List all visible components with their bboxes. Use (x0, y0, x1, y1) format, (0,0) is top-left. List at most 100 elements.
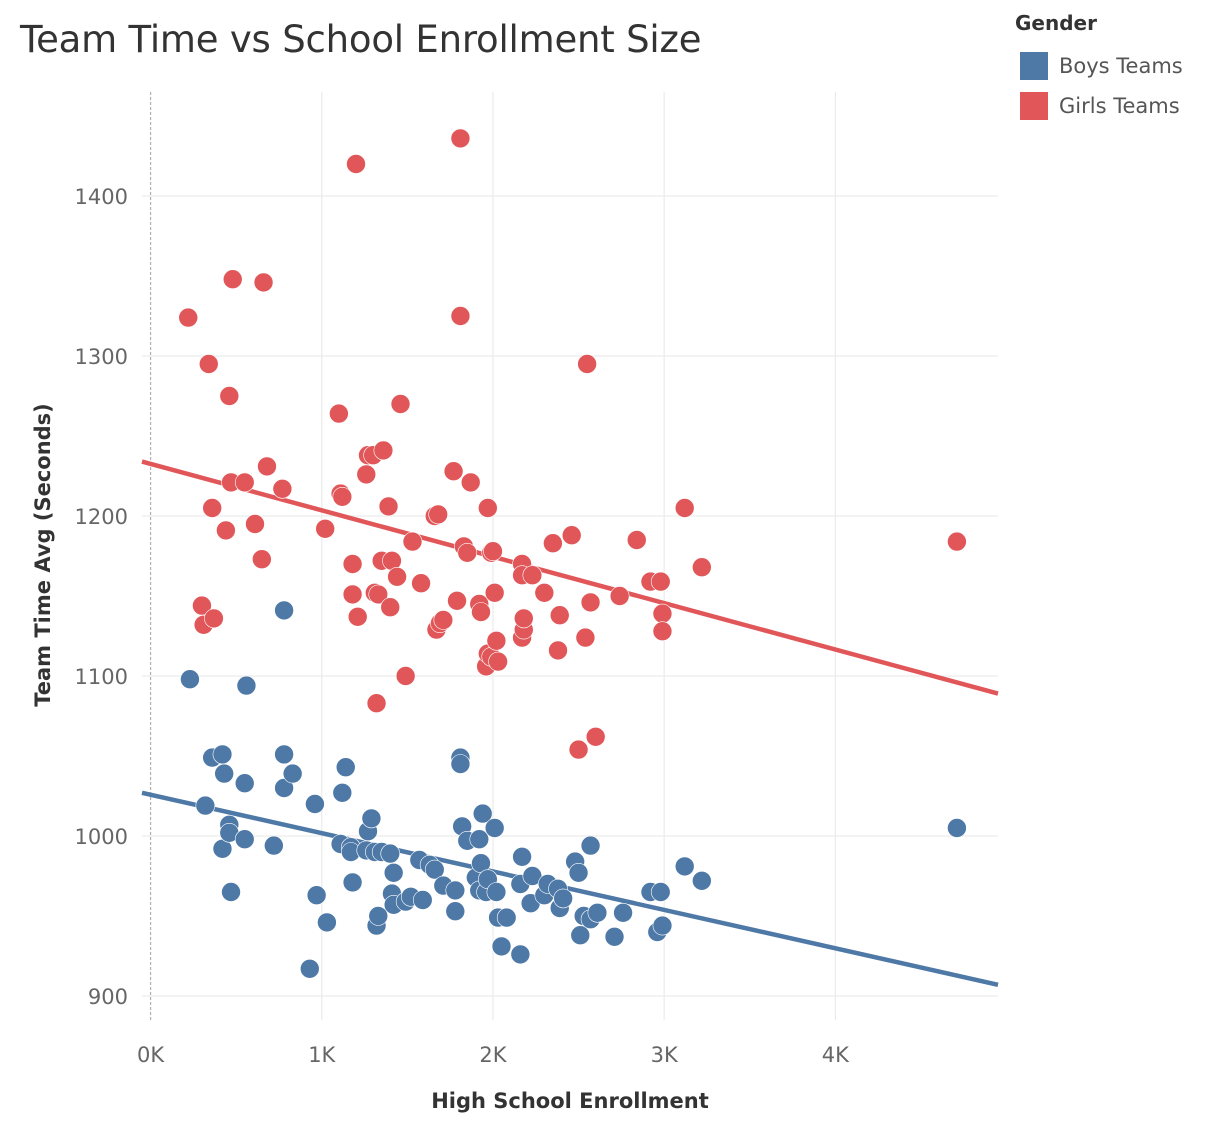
data-point-girls[interactable] (549, 605, 570, 626)
data-point-boys[interactable] (469, 829, 490, 850)
data-point-girls[interactable] (368, 584, 389, 605)
data-point-girls[interactable] (443, 461, 464, 482)
data-point-girls[interactable] (471, 602, 491, 622)
data-point-girls[interactable] (450, 128, 471, 149)
data-point-girls[interactable] (257, 456, 277, 477)
data-point-girls[interactable] (204, 608, 224, 629)
data-point-boys[interactable] (650, 882, 671, 902)
data-point-girls[interactable] (478, 498, 498, 518)
data-point-boys[interactable] (180, 669, 200, 690)
data-point-boys[interactable] (652, 915, 673, 936)
data-point-boys[interactable] (496, 907, 517, 928)
data-point-girls[interactable] (650, 571, 671, 592)
data-point-girls[interactable] (402, 531, 423, 552)
data-point-boys[interactable] (299, 958, 320, 979)
data-point-boys[interactable] (445, 901, 466, 922)
data-point-girls[interactable] (202, 498, 222, 518)
data-point-girls[interactable] (428, 504, 448, 525)
data-point-girls[interactable] (585, 726, 606, 747)
data-point-boys[interactable] (274, 744, 294, 765)
data-point-boys[interactable] (510, 944, 531, 965)
data-point-boys[interactable] (282, 763, 303, 784)
data-point-girls[interactable] (652, 621, 673, 642)
data-point-girls[interactable] (366, 693, 387, 714)
data-point-girls[interactable] (387, 566, 407, 587)
data-point-girls[interactable] (433, 610, 454, 630)
data-point-girls[interactable] (378, 496, 399, 517)
data-point-girls[interactable] (380, 597, 401, 618)
data-point-girls[interactable] (692, 557, 712, 578)
data-point-girls[interactable] (198, 354, 219, 374)
data-point-girls[interactable] (356, 464, 377, 485)
data-point-boys[interactable] (274, 600, 294, 621)
data-point-boys[interactable] (692, 870, 712, 891)
data-point-girls[interactable] (219, 386, 240, 406)
data-point-boys[interactable] (491, 936, 512, 957)
data-point-girls[interactable] (342, 584, 363, 605)
data-point-girls[interactable] (460, 472, 481, 493)
data-point-girls[interactable] (332, 486, 353, 507)
data-point-boys[interactable] (195, 795, 216, 816)
data-point-boys[interactable] (604, 926, 625, 947)
data-point-girls[interactable] (575, 627, 596, 648)
data-point-boys[interactable] (361, 808, 382, 829)
data-point-girls[interactable] (534, 582, 555, 603)
data-point-boys[interactable] (380, 843, 401, 864)
data-point-girls[interactable] (609, 586, 630, 606)
data-point-girls[interactable] (568, 739, 589, 760)
data-point-boys[interactable] (221, 882, 241, 902)
data-point-girls[interactable] (178, 307, 199, 328)
data-point-girls[interactable] (522, 565, 543, 586)
data-point-girls[interactable] (216, 520, 236, 541)
data-point-girls[interactable] (543, 533, 563, 554)
data-point-boys[interactable] (212, 744, 233, 765)
data-point-boys[interactable] (512, 846, 532, 867)
data-point-boys[interactable] (613, 902, 633, 923)
data-point-boys[interactable] (484, 818, 505, 838)
data-point-boys[interactable] (236, 675, 257, 696)
data-point-girls[interactable] (272, 478, 293, 499)
data-point-girls[interactable] (580, 592, 601, 613)
data-point-boys[interactable] (580, 835, 601, 856)
data-point-girls[interactable] (390, 394, 411, 414)
data-point-boys[interactable] (486, 882, 507, 902)
data-point-girls[interactable] (561, 525, 582, 546)
data-point-boys[interactable] (947, 818, 967, 838)
data-point-boys[interactable] (274, 778, 294, 798)
data-point-girls[interactable] (457, 542, 478, 563)
data-point-girls[interactable] (253, 272, 274, 293)
data-point-boys[interactable] (570, 925, 591, 946)
data-point-girls[interactable] (342, 554, 363, 574)
data-point-boys[interactable] (424, 859, 445, 880)
data-point-boys[interactable] (674, 856, 695, 877)
data-point-boys[interactable] (368, 906, 389, 926)
legend-item-girls[interactable]: Girls Teams (1013, 86, 1213, 126)
data-point-girls[interactable] (252, 549, 272, 570)
data-point-girls[interactable] (245, 514, 265, 534)
data-point-girls[interactable] (373, 440, 394, 461)
data-point-girls[interactable] (674, 498, 695, 518)
data-point-boys[interactable] (445, 880, 466, 901)
data-point-girls[interactable] (947, 531, 967, 552)
legend-item-boys[interactable]: Boys Teams (1013, 46, 1213, 86)
data-point-girls[interactable] (234, 472, 255, 493)
data-point-girls[interactable] (192, 595, 212, 616)
data-point-boys[interactable] (234, 773, 255, 794)
data-point-girls[interactable] (486, 630, 507, 651)
data-point-girls[interactable] (488, 651, 508, 672)
data-point-girls[interactable] (577, 354, 597, 374)
data-point-boys[interactable] (332, 782, 353, 803)
data-point-boys[interactable] (553, 888, 573, 909)
data-point-girls[interactable] (329, 403, 349, 424)
data-point-boys[interactable] (587, 902, 608, 923)
data-point-girls[interactable] (395, 666, 416, 686)
data-point-boys[interactable] (342, 872, 363, 893)
data-point-girls[interactable] (315, 518, 335, 539)
data-point-boys[interactable] (568, 862, 589, 883)
data-point-girls[interactable] (346, 154, 366, 174)
data-point-girls[interactable] (484, 582, 505, 603)
data-point-girls[interactable] (483, 541, 503, 562)
data-point-boys[interactable] (214, 763, 234, 784)
data-point-boys[interactable] (472, 803, 493, 824)
data-point-boys[interactable] (522, 866, 543, 886)
